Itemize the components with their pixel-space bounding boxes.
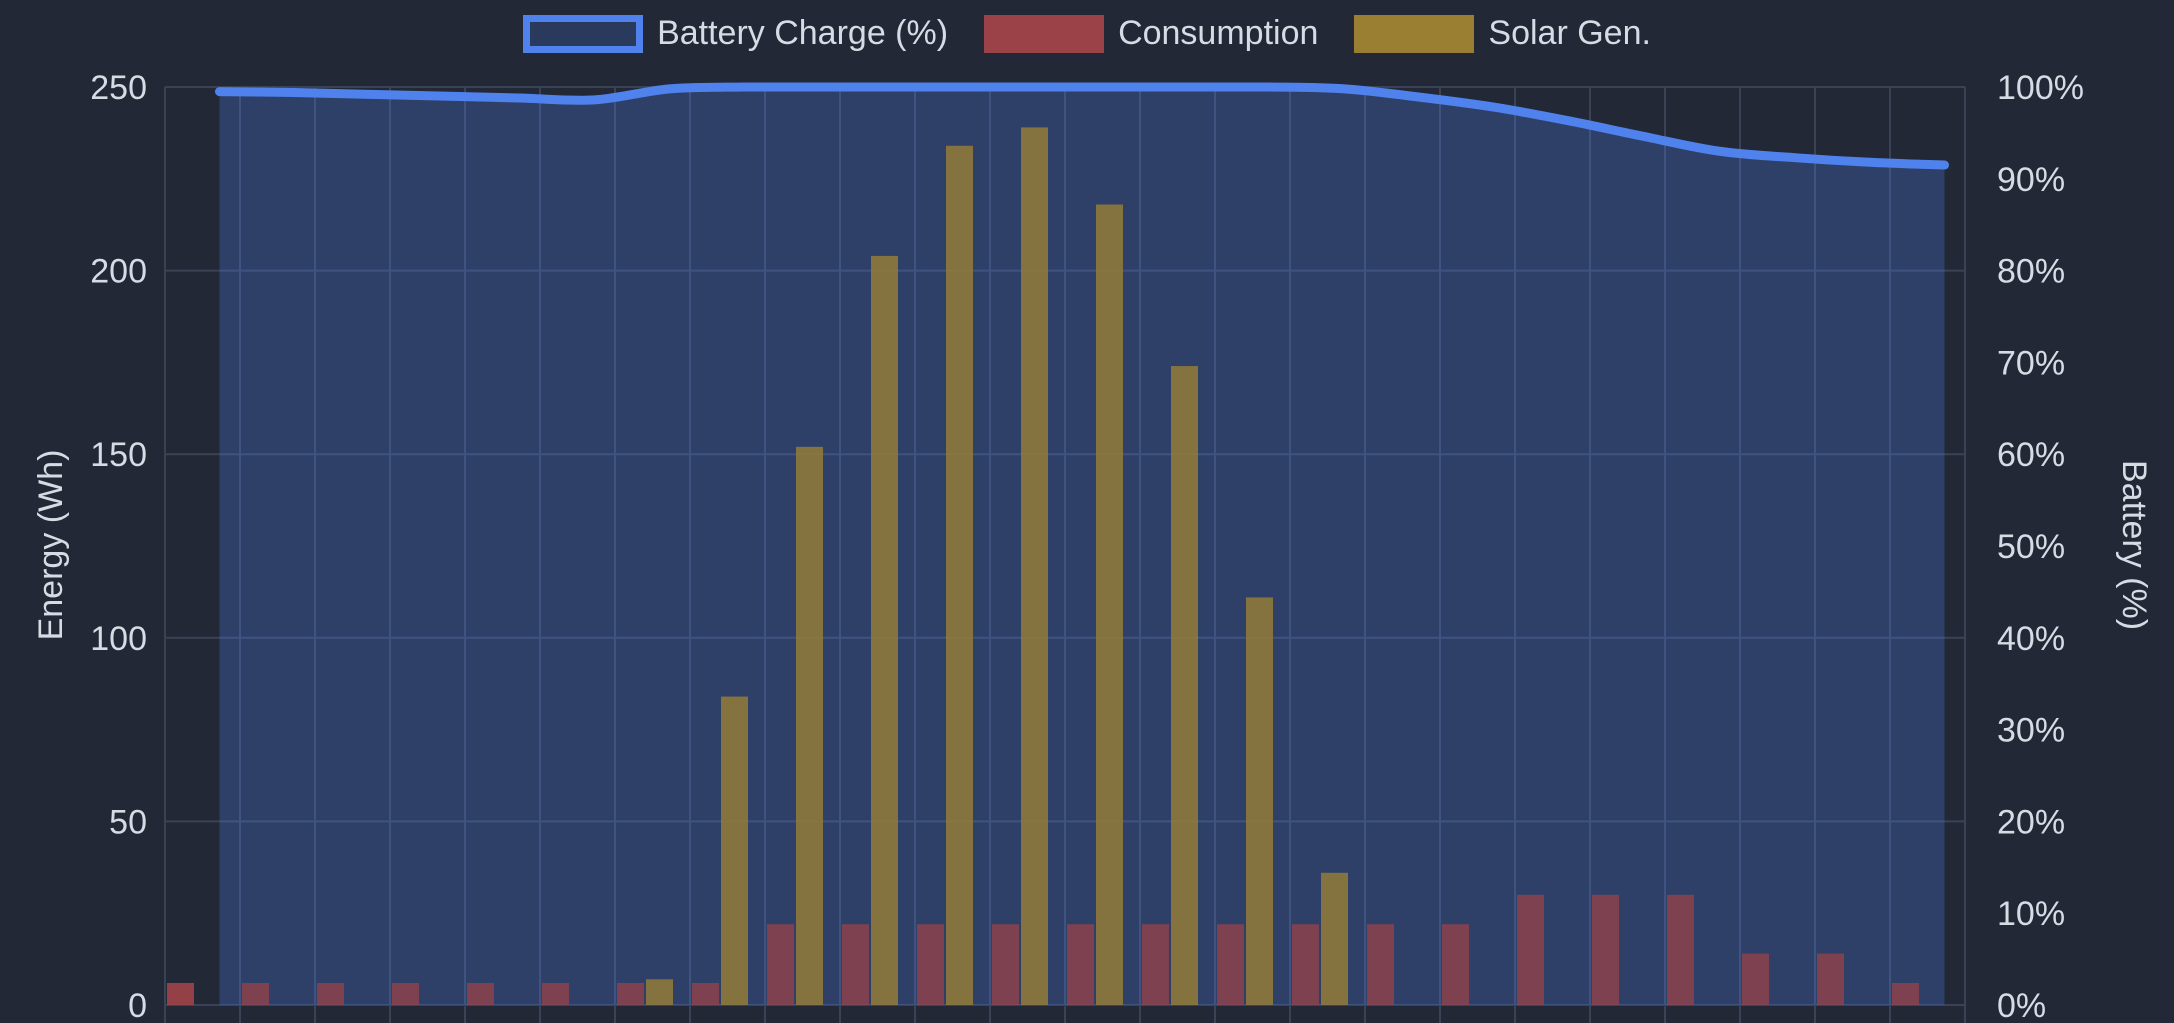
- y-right-tick-label: 20%: [1997, 803, 2065, 841]
- consumption-bar: [1442, 924, 1469, 1005]
- solar-bar: [871, 255, 898, 1006]
- consumption-bar: [1367, 924, 1394, 1005]
- y-right-tick-label: 70%: [1997, 344, 2065, 382]
- consumption-bar: [1217, 924, 1244, 1005]
- y-left-tick-label: 0: [128, 987, 147, 1023]
- y-left-tick-label: 150: [90, 436, 147, 474]
- y-left-tick-label: 250: [90, 69, 147, 107]
- solar-bar: [946, 145, 973, 1005]
- solar-bar: [1171, 366, 1198, 1005]
- battery-line: [215, 82, 1949, 170]
- legend-label-consumption: Consumption: [1118, 14, 1319, 52]
- solar-bar: [1321, 872, 1348, 1005]
- consumption-bar: [1067, 924, 1094, 1005]
- y-axis-right-title: Battery (%): [2115, 460, 2153, 630]
- battery-swatch: [523, 14, 644, 53]
- consumption-bar: [1667, 894, 1694, 1005]
- consumption-bar: [467, 982, 494, 1005]
- solar-bar: [1021, 127, 1048, 1006]
- y-right-tick-label: 10%: [1997, 895, 2065, 933]
- battery-fill-area: [219, 87, 1945, 1005]
- y-right-tick-label: 100%: [1997, 69, 2084, 107]
- consumption-bar: [317, 982, 344, 1005]
- consumption-bar: [1592, 894, 1619, 1005]
- solar-swatch: [1354, 14, 1475, 53]
- y-left-tick-label: 50: [109, 803, 147, 841]
- battery-area: [219, 87, 1945, 1005]
- consumption-bar: [617, 982, 644, 1005]
- consumption-bar: [692, 982, 719, 1005]
- solar-bar: [796, 446, 823, 1006]
- consumption-bar: [1742, 953, 1769, 1005]
- solar-bar: [646, 979, 673, 1005]
- axis-ticks: 0 50 100 150 200 250 0% 10% 20% 30% 40% 50% 60% 70% 80…: [90, 69, 2084, 1023]
- solar-bar: [1246, 597, 1273, 1005]
- legend-item-consumption[interactable]: Consumption: [984, 14, 1318, 53]
- consumption-bar: [1292, 924, 1319, 1005]
- y-right-tick-label: 90%: [1997, 161, 2065, 199]
- bars: [167, 127, 1919, 1006]
- solar-bar: [1096, 204, 1123, 1005]
- consumption-bar: [917, 924, 944, 1005]
- legend: Battery Charge (%) Consumption Solar Gen…: [0, 14, 2174, 53]
- legend-item-solar[interactable]: Solar Gen.: [1354, 14, 1651, 53]
- consumption-bar: [167, 982, 194, 1005]
- y-right-tick-label: 60%: [1997, 436, 2065, 474]
- legend-label-battery: Battery Charge (%): [657, 14, 949, 52]
- y-right-tick-label: 0%: [1997, 987, 2046, 1023]
- consumption-bar: [542, 982, 569, 1005]
- consumption-bar: [1517, 894, 1544, 1005]
- consumption-swatch: [984, 14, 1105, 53]
- y-left-tick-label: 200: [90, 253, 147, 291]
- consumption-bar: [992, 924, 1019, 1005]
- battery-line-group: [215, 82, 1949, 170]
- y-right-tick-label: 40%: [1997, 620, 2065, 658]
- consumption-bar: [842, 924, 869, 1005]
- consumption-bar: [1817, 953, 1844, 1005]
- consumption-bar: [1892, 982, 1919, 1005]
- solar-bar: [721, 696, 748, 1005]
- y-left-tick-label: 100: [90, 620, 147, 658]
- legend-item-battery[interactable]: Battery Charge (%): [523, 14, 948, 53]
- consumption-bar: [767, 924, 794, 1005]
- consumption-bar: [392, 982, 419, 1005]
- y-right-tick-label: 30%: [1997, 712, 2065, 750]
- consumption-bar: [242, 982, 269, 1005]
- legend-label-solar: Solar Gen.: [1488, 14, 1651, 52]
- y-right-tick-label: 80%: [1997, 253, 2065, 291]
- consumption-bar: [1142, 924, 1169, 1005]
- grid: [164, 86, 1966, 1023]
- y-right-tick-label: 50%: [1997, 528, 2065, 566]
- y-axis-left-title: Energy (Wh): [32, 450, 70, 641]
